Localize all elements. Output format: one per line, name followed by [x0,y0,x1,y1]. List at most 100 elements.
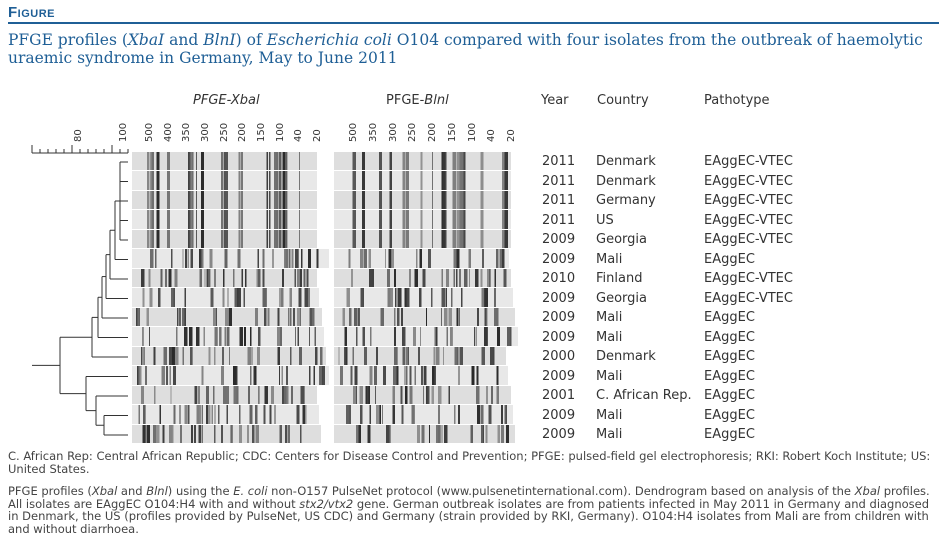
isolate-country: Georgia [596,290,647,306]
isolate-pathotype: EAggEC [704,251,755,267]
isolate-year: 2011 [542,154,576,169]
methods-note: PFGE profiles (Xbal and Blnl) using the … [8,485,938,535]
figure-caption: PFGE profiles (XbaI and BlnI) of Escheri… [8,31,928,67]
isolate-year: 2009 [542,368,576,384]
isolate-pathotype: EAggEC [704,427,755,442]
isolate-year: 2009 [542,329,576,345]
notes-part: gene. German outbreak isolates are from … [8,496,930,536]
isolate-pathotype: EAggEC-VTEC [704,212,793,228]
gel-lane [132,424,322,443]
isolate-year: 2011 [542,173,576,189]
abbreviations-note: C. African Rep: Central African Republic… [8,449,931,476]
gel-blnl-marker-label: 250 [407,122,419,142]
isolate-pathotype: EAggEC-VTEC [704,290,793,306]
gel-xbal-marker-label: 100 [274,122,286,142]
gel-lane [334,288,514,307]
gel-lane [334,210,512,229]
gel-lane [334,190,512,210]
gel-lane [334,307,516,327]
year-header: Year [541,93,569,108]
caption-part: XbaI [127,31,165,49]
gel-lane [132,249,329,268]
isolate-pathotype: EAggEC [704,407,755,423]
gel-xbal-marker-label: 350 [181,122,193,142]
scale-label-100: 100 [118,122,129,142]
isolate-country: Mali [596,251,623,267]
gel-lane [132,327,324,346]
gel-lane [132,268,318,288]
gel-xbal-marker-label: 400 [162,122,174,142]
isolate-country: Denmark [596,173,656,189]
isolate-country: US [596,212,614,228]
dendrogram [31,145,129,436]
isolate-pathotype: EAggEC-VTEC [704,232,793,247]
figure-label: Figure [8,4,55,21]
gel-xbal-marker-label: 250 [218,122,230,142]
gel-blnl-marker-label: 150 [446,122,458,142]
caption-part: BlnI [203,31,236,49]
gel-lane [334,424,516,443]
gel-lane [132,229,318,249]
isolate-year: 2001 [542,388,576,403]
isolate-pathotype: EAggEC [704,310,755,325]
gel-xbal-marker-label: 150 [256,122,267,142]
gel-xbal-marker-label: 500 [144,122,155,142]
gel-blnl-marker-label: 100 [466,122,478,142]
gel-lane [334,152,512,171]
isolate-country: C. African Rep. [596,388,692,403]
isolate-pathotype: EAggEC [704,349,755,364]
gel-blnl-marker-label: 300 [387,122,399,142]
isolate-country: Denmark [596,154,656,169]
gel-blnl-title-italic: Blnl [424,93,449,108]
gel-lane [132,288,320,307]
isolate-pathotype: EAggEC [704,329,755,345]
pathotype-header: Pathotype [704,93,770,108]
gel-lane [334,366,509,385]
isolate-pathotype: EAggEC-VTEC [704,173,793,189]
gel-blnl-marker-label: 350 [367,122,379,142]
caption-part: ) of [235,31,267,49]
isolate-year: 2009 [542,251,576,267]
gel-blnl-title: PFGE-Blnl [386,93,449,108]
gel-lane [132,307,322,327]
gel-lane [334,171,512,190]
title-rule [8,22,939,24]
gel-xbal [132,152,330,444]
gel-blnl-title-prefix: PFGE- [386,93,425,108]
gel-lane [132,346,327,366]
caption-part: O104 compared with four isolates from th… [8,31,923,67]
gel-lane [132,366,329,385]
isolate-year: 2009 [542,427,576,442]
isolate-pathotype: EAggEC-VTEC [704,271,793,286]
gel-blnl-marker-label: 20 [506,129,517,142]
isolate-pathotype: EAggEC-VTEC [704,154,793,169]
isolate-year: 2000 [542,349,576,364]
notes-part: ) using the [167,484,234,498]
isolate-country: Georgia [596,232,647,247]
gel-lane [334,327,518,346]
gel-xbal-marker-label: 300 [200,122,211,142]
isolate-country: Mali [596,329,623,345]
gel-lane [132,171,318,190]
isolate-year: 2009 [542,232,576,247]
isolate-pathotype: EAggEC [704,388,755,403]
notes-part: profiles. All isolates are EAggEC O104:H… [8,484,930,511]
country-header: Country [597,93,649,108]
gel-blnl [334,152,520,444]
gel-blnl-marker-label: 500 [348,122,359,142]
gel-lane [132,210,318,229]
isolate-country: Germany [596,193,656,208]
isolate-year: 2010 [542,271,576,286]
isolate-country: Mali [596,427,623,442]
isolate-country: Denmark [596,349,656,364]
caption-part: and [164,31,204,49]
notes-part: Blnl [146,484,168,498]
isolate-country: Mali [596,407,623,423]
gel-lane [334,229,512,249]
isolate-country: Mali [596,310,623,325]
gel-lane [334,385,511,405]
gel-lane [334,249,509,268]
caption-part: Escherichia coli [266,31,392,49]
notes-part: Xbal [854,484,881,498]
gel-xbal-marker-label: 40 [293,129,305,142]
